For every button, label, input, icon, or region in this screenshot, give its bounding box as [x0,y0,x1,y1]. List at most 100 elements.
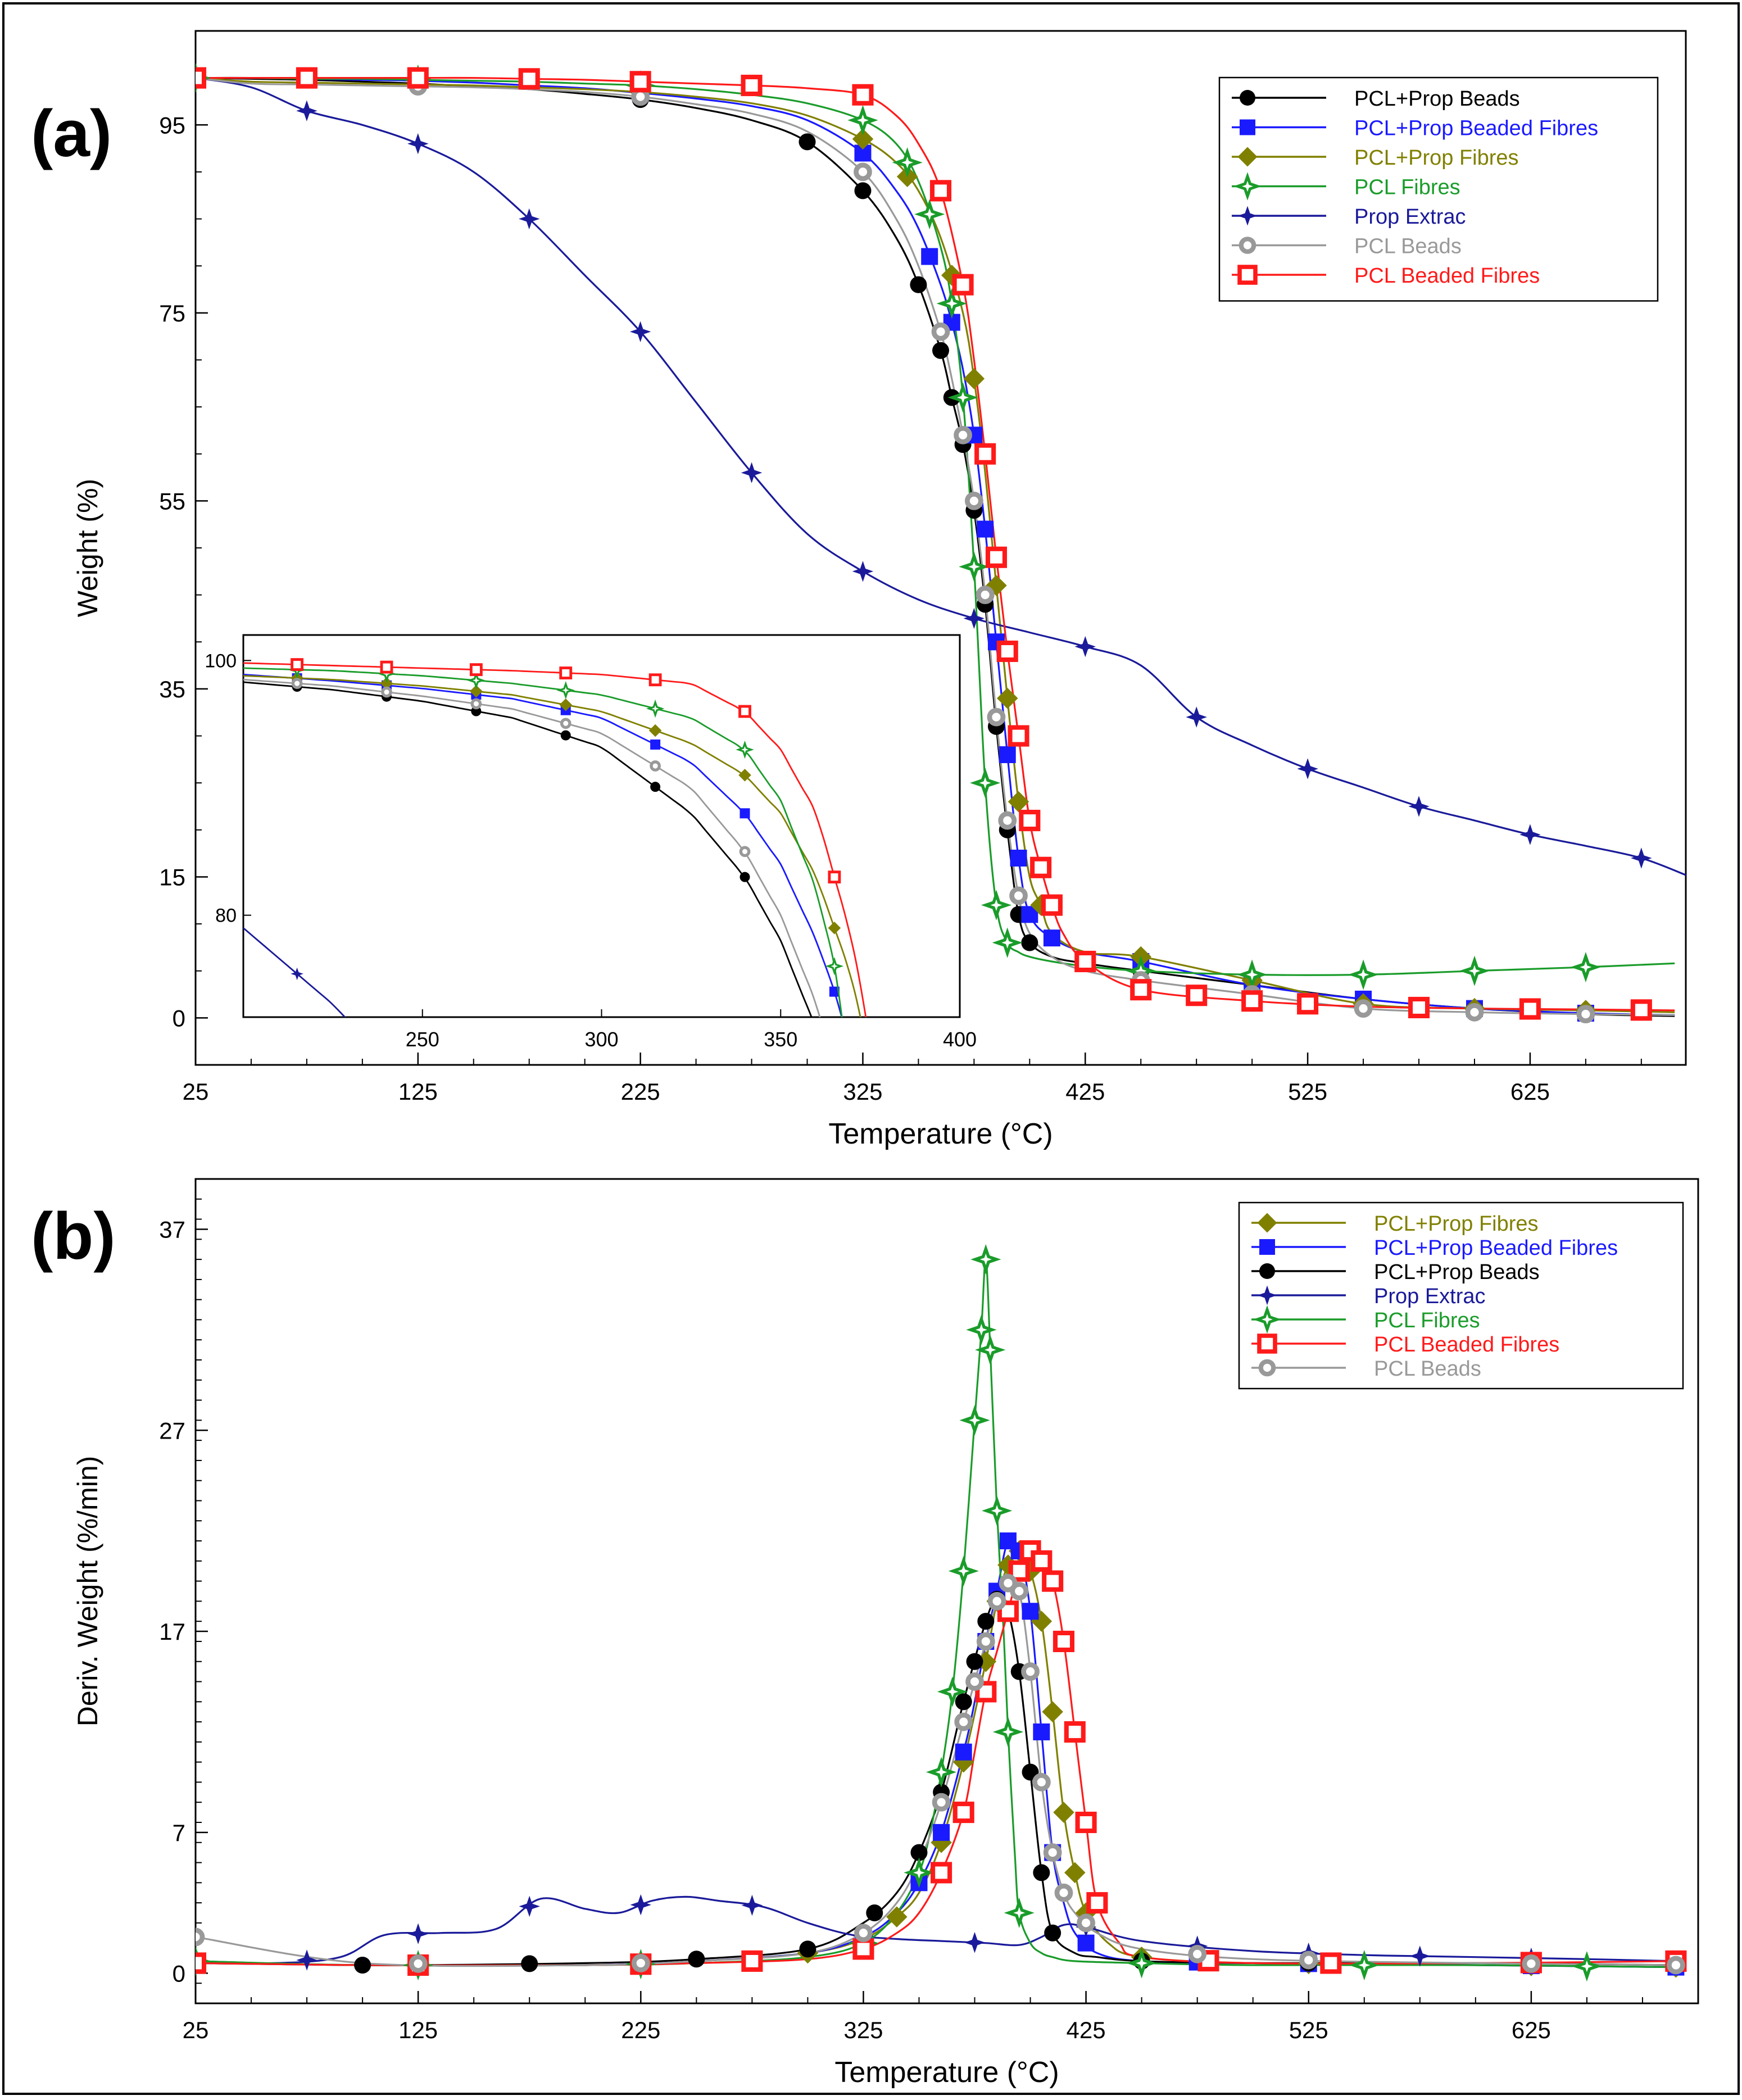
legend-label-pcl-prop-fibres: PCL+Prop Fibres [1374,1212,1539,1236]
data-point-pcl-beads [954,1712,973,1731]
data-point-prop-extrac [1408,796,1430,817]
data-point-prop-extrac [1631,847,1652,869]
data-point-prop-extrac [852,561,874,582]
inset-line-pcl-prop-beaded-fibres [243,673,843,1017]
series-line-prop-extrac [196,77,1686,876]
data-point-prop-extrac [741,1894,763,1916]
data-point-pcl-beads [1010,1582,1029,1600]
data-point-pcl-beaded-fibres [1042,1570,1064,1592]
data-point-pcl-beads [1354,999,1373,1018]
inset-markers-pcl-prop-fibres [291,672,841,935]
legend-marker-pcl-prop-fibres [1237,147,1258,167]
data-point-pcl-beaded-fibres [974,443,996,465]
data-point-pcl-beads [1077,1913,1095,1933]
data-point-prop-extrac [1409,1945,1431,1967]
data-point-pcl-beaded-fibres [1075,1811,1097,1834]
legend-marker-pcl-prop-beads [1240,90,1255,106]
chart-b: 25 125 225 325 425 525 625 0 7 17 27 37 Temperature … [72,1178,1699,2089]
legend-marker-prop-extrac [1237,206,1258,226]
data-point-pcl-fibres [1348,959,1379,990]
data-point-pcl-prop-beaded-fibres [977,520,994,538]
y-tick-label: 15 [159,864,185,890]
inset-data-point-pcl-beaded-fibres [380,660,393,674]
inset-data-point-pcl-beaded-fibres [469,663,483,677]
inset-data-point-pcl-prop-beads [560,730,571,741]
inset-data-point-pcl-prop-fibres [380,677,393,690]
data-point-pcl-fibres [959,551,990,582]
data-point-pcl-beaded-fibres [1630,999,1652,1021]
y-tick-label: 95 [159,112,185,138]
data-point-pcl-prop-fibres [852,128,874,150]
data-point-pcl-prop-beaded-fibres [1010,850,1027,867]
data-point-pcl-beads [1666,1956,1685,1975]
data-point-pcl-beads [976,1632,995,1651]
data-point-pcl-beaded-fibres [997,1600,1019,1622]
data-point-pcl-beaded-fibres [1408,996,1430,1019]
x-tick-label: 625 [1512,2017,1551,2043]
data-point-pcl-beaded-fibres [518,68,540,90]
y-tick-label: 17 [159,1618,185,1645]
y-axis-label: Weight (%) [72,479,103,617]
inset-data-point-pcl-beaded-fibres [828,870,841,884]
y-tick-label: 75 [159,300,185,326]
data-point-pcl-beads [932,1793,951,1812]
inset-line-pcl-beads [243,678,821,1017]
x-tick-label: 125 [398,1078,438,1105]
panel-a-label: (a) [31,97,112,171]
data-point-pcl-beads [1021,1662,1040,1681]
data-point-pcl-beads [954,425,972,445]
y-axis-label: Deriv. Weight (%/min) [72,1456,103,1727]
data-point-pcl-prop-beads [1044,1924,1061,1942]
legend-label-pcl-prop-beaded-fibres: PCL+Prop Beaded Fibres [1354,117,1598,140]
inset-series-group [243,658,867,1017]
data-point-pcl-beaded-fibres [1008,725,1029,747]
data-point-prop-extrac [519,1895,540,1917]
inset-markers-prop-extrac [291,967,303,981]
data-point-pcl-prop-beads [521,1955,538,1972]
x-axis-label: Temperature (°C) [834,2056,1059,2089]
data-point-pcl-fibres [904,1857,934,1888]
inset-x-tick-label: 350 [764,1028,797,1051]
data-point-pcl-beads [1299,1951,1318,1970]
inset-y-tick-label: 80 [215,905,237,927]
data-point-pcl-beaded-fibres [296,67,317,89]
data-point-pcl-beads [976,586,995,605]
legend-marker-pcl-prop-beads [1259,1263,1275,1279]
x-tick-label: 525 [1289,2017,1328,2043]
data-point-pcl-beaded-fibres [996,640,1018,663]
data-point-pcl-beaded-fibres [1297,993,1319,1015]
y-tick-label: 27 [159,1417,185,1444]
data-point-prop-extrac [1186,706,1207,728]
legend-label-pcl-beads: PCL Beads [1354,235,1462,258]
legend-label-pcl-prop-fibres: PCL+Prop Fibres [1354,146,1519,170]
y-tick-label: 0 [173,1960,185,1986]
data-point-prop-extrac [630,1894,651,1916]
data-point-pcl-fibres [992,927,1023,958]
data-point-prop-extrac [741,462,763,483]
inset-data-point-pcl-prop-beads [650,782,661,792]
inset-line-pcl-prop-beads [243,681,813,1017]
x-tick-label: 325 [843,1078,882,1105]
data-point-prop-extrac [964,1932,986,1953]
data-point-pcl-fibres [948,1555,979,1586]
inset-data-point-pcl-prop-fibres [470,684,483,698]
inset-data-point-pcl-fibres [467,671,486,690]
data-point-pcl-beaded-fibres [1030,856,1052,878]
legend-marker-pcl-prop-fibres [1257,1213,1277,1233]
data-point-pcl-beaded-fibres [852,1938,874,1960]
data-point-pcl-beads [1032,1773,1051,1791]
data-point-pcl-beaded-fibres [1130,979,1152,1001]
data-point-pcl-beaded-fibres [1241,990,1263,1012]
legend-label-pcl-prop-beads: PCL+Prop Beads [1354,87,1520,111]
data-point-pcl-beads [631,1954,650,1972]
data-point-pcl-beaded-fibres [931,1862,952,1884]
x-tick-label: 225 [621,1078,660,1105]
data-point-pcl-beaded-fibres [196,67,207,89]
data-point-pcl-prop-beads [966,1653,983,1670]
data-point-pcl-prop-beaded-fibres [921,248,938,265]
data-point-pcl-prop-fibres [963,368,985,389]
data-point-prop-extrac [296,1949,317,1971]
data-point-pcl-beaded-fibres [1019,810,1041,832]
inset-line-pcl-prop-fibres [243,675,861,1017]
inset-data-point-pcl-prop-fibres [828,922,841,935]
